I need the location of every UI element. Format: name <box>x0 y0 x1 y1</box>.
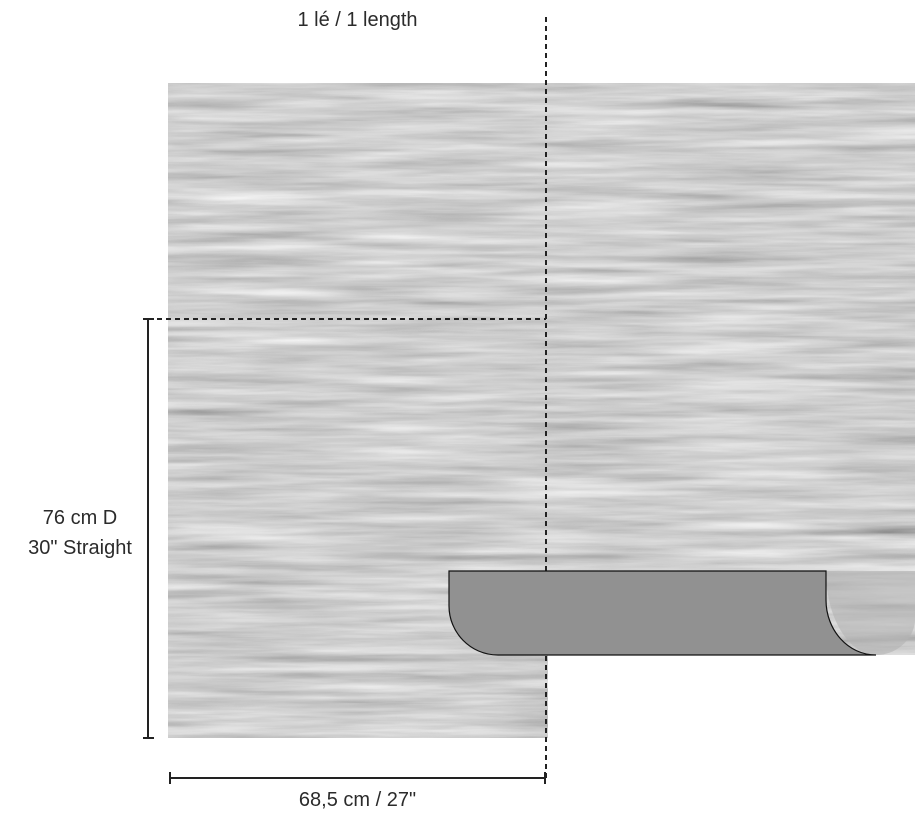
width-dimension <box>169 772 546 784</box>
texture-corner <box>826 571 915 655</box>
height-label: 76 cm D 30" Straight <box>0 503 160 563</box>
height-label-line2: 30" Straight <box>28 537 132 559</box>
width-label: 68,5 cm / 27" <box>298 789 417 811</box>
height-label-line1: 76 cm D <box>42 507 118 529</box>
length-label: 1 lé / 1 length <box>297 9 418 31</box>
sample-swatch <box>448 570 877 656</box>
wallpaper-texture <box>168 83 915 738</box>
height-dimension <box>143 318 154 739</box>
